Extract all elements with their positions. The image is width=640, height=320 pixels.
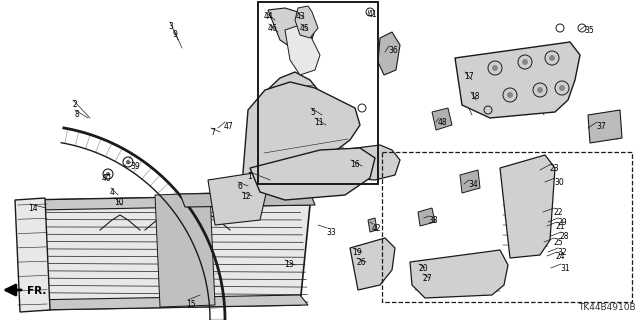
Text: 31: 31 bbox=[560, 264, 570, 273]
Polygon shape bbox=[368, 218, 377, 232]
Text: 8: 8 bbox=[74, 110, 79, 119]
Circle shape bbox=[106, 172, 110, 176]
Text: 45: 45 bbox=[300, 24, 310, 33]
Text: 23: 23 bbox=[550, 164, 559, 173]
Text: 13: 13 bbox=[284, 260, 294, 269]
Text: 4: 4 bbox=[110, 188, 115, 197]
Text: 19: 19 bbox=[352, 248, 362, 257]
Text: 20: 20 bbox=[418, 264, 428, 273]
Bar bbox=[258, 2, 378, 184]
Polygon shape bbox=[180, 192, 315, 207]
Text: 11: 11 bbox=[314, 118, 323, 127]
Polygon shape bbox=[208, 172, 268, 225]
Polygon shape bbox=[350, 238, 395, 290]
Polygon shape bbox=[285, 25, 320, 75]
Polygon shape bbox=[258, 72, 328, 185]
Text: 35: 35 bbox=[584, 26, 594, 35]
Text: 41: 41 bbox=[368, 10, 378, 19]
Polygon shape bbox=[302, 145, 400, 180]
Circle shape bbox=[522, 59, 528, 65]
Polygon shape bbox=[460, 170, 480, 193]
Text: 26: 26 bbox=[356, 258, 365, 267]
Text: 37: 37 bbox=[596, 122, 605, 131]
Text: 27: 27 bbox=[422, 274, 431, 283]
Polygon shape bbox=[418, 208, 435, 226]
Polygon shape bbox=[500, 155, 555, 258]
Polygon shape bbox=[378, 32, 400, 75]
Text: 44: 44 bbox=[264, 12, 274, 21]
Circle shape bbox=[126, 160, 130, 164]
Text: 43: 43 bbox=[296, 12, 306, 21]
Bar bbox=[382, 152, 632, 302]
Polygon shape bbox=[250, 148, 375, 200]
Text: 3: 3 bbox=[168, 22, 173, 31]
Text: 6: 6 bbox=[237, 182, 242, 191]
Text: 38: 38 bbox=[428, 216, 438, 225]
Text: 39: 39 bbox=[130, 162, 140, 171]
Text: 47: 47 bbox=[224, 122, 234, 131]
Polygon shape bbox=[410, 250, 508, 298]
Text: 15: 15 bbox=[186, 300, 196, 309]
Polygon shape bbox=[268, 8, 315, 50]
Text: 36: 36 bbox=[388, 46, 397, 55]
Text: 30: 30 bbox=[554, 178, 564, 187]
Text: 33: 33 bbox=[326, 228, 336, 237]
Text: 7: 7 bbox=[210, 128, 215, 137]
Text: 22: 22 bbox=[553, 208, 563, 217]
Polygon shape bbox=[295, 6, 318, 38]
Polygon shape bbox=[455, 42, 580, 118]
Text: 40: 40 bbox=[102, 174, 112, 183]
Polygon shape bbox=[155, 193, 215, 307]
Circle shape bbox=[507, 92, 513, 98]
Text: 34: 34 bbox=[468, 180, 477, 189]
Polygon shape bbox=[20, 195, 310, 310]
Polygon shape bbox=[28, 295, 308, 310]
Polygon shape bbox=[240, 82, 360, 210]
Text: 32: 32 bbox=[557, 248, 566, 257]
Text: 10: 10 bbox=[114, 198, 124, 207]
Text: 25: 25 bbox=[553, 238, 563, 247]
Polygon shape bbox=[588, 110, 622, 143]
Text: 5: 5 bbox=[310, 108, 315, 117]
Text: 17: 17 bbox=[464, 72, 474, 81]
Polygon shape bbox=[15, 198, 50, 312]
Polygon shape bbox=[30, 195, 308, 210]
Text: 9: 9 bbox=[172, 30, 177, 39]
Text: 48: 48 bbox=[438, 118, 447, 127]
Circle shape bbox=[537, 87, 543, 93]
Text: 14: 14 bbox=[28, 204, 38, 213]
Polygon shape bbox=[432, 108, 452, 130]
Text: 42: 42 bbox=[372, 224, 381, 233]
Text: 12: 12 bbox=[241, 192, 250, 201]
Text: 16: 16 bbox=[350, 160, 360, 169]
Text: 21: 21 bbox=[556, 222, 566, 231]
Text: 18: 18 bbox=[470, 92, 479, 101]
Circle shape bbox=[559, 85, 565, 91]
Text: TK44B4910B: TK44B4910B bbox=[579, 303, 636, 312]
Circle shape bbox=[492, 65, 498, 71]
Bar bbox=[258, 2, 378, 184]
Text: 1: 1 bbox=[247, 172, 252, 181]
Text: 2: 2 bbox=[72, 100, 77, 109]
Text: 24: 24 bbox=[556, 252, 566, 261]
Text: 46: 46 bbox=[268, 24, 278, 33]
Text: 29: 29 bbox=[557, 218, 566, 227]
Text: FR.: FR. bbox=[27, 286, 46, 296]
Circle shape bbox=[549, 55, 555, 61]
Text: 28: 28 bbox=[560, 232, 570, 241]
